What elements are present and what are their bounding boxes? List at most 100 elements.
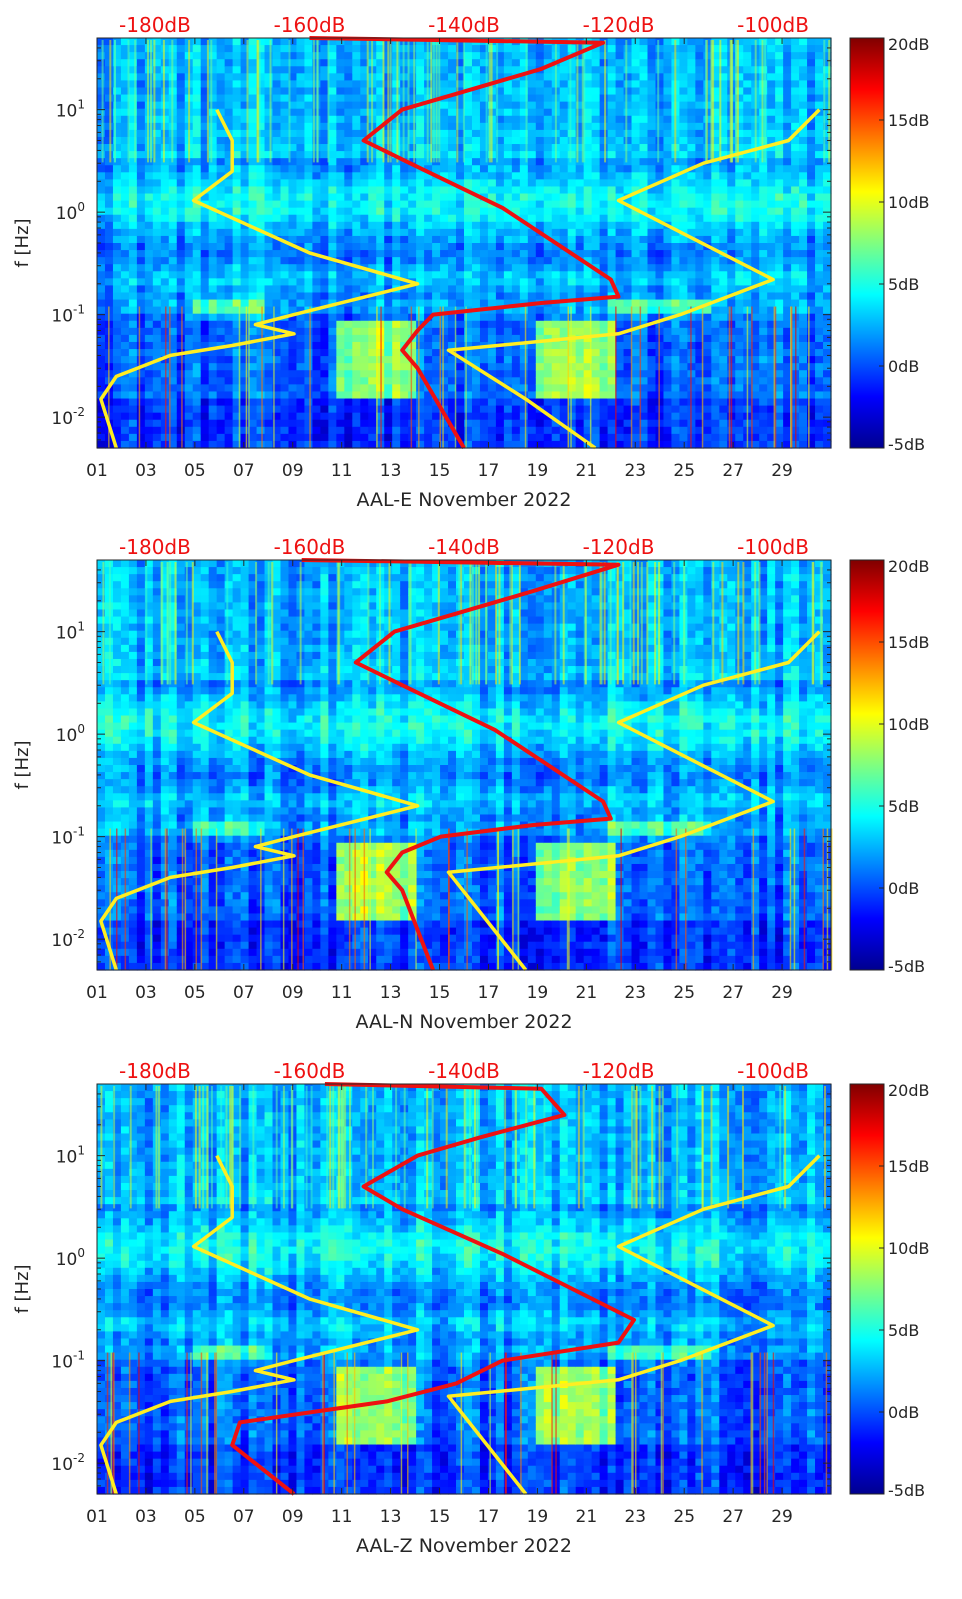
heatmap-cell	[575, 313, 585, 322]
heatmap-cell	[288, 59, 298, 67]
heatmap-cell	[184, 250, 194, 258]
heatmap-cell	[368, 320, 377, 329]
heatmap-cell	[272, 144, 282, 152]
heatmap-cell	[559, 87, 569, 96]
heatmap-cell	[623, 52, 633, 60]
heatmap-cell	[120, 285, 130, 294]
heatmap-cell	[535, 108, 545, 117]
heatmap-cell	[208, 108, 218, 117]
heatmap-cell	[200, 278, 210, 287]
heatmap-cell	[519, 207, 529, 216]
heatmap-cell	[224, 108, 234, 117]
heatmap-cell	[615, 101, 625, 110]
heatmap-cell	[336, 38, 345, 46]
heatmap-cell	[719, 94, 728, 103]
heatmap-cell	[735, 433, 744, 442]
heatmap-cell	[336, 433, 345, 442]
heatmap-cell	[687, 264, 696, 272]
heatmap-cell	[344, 59, 353, 67]
heatmap-cell	[663, 115, 673, 124]
heatmap-cell	[256, 306, 266, 315]
heatmap-cell	[615, 66, 625, 74]
heatmap-cell	[719, 66, 728, 74]
heatmap-cell	[288, 129, 298, 138]
heatmap-cell	[575, 419, 585, 428]
heatmap-cell	[144, 299, 154, 308]
heatmap-cell	[288, 172, 298, 180]
heatmap-cell	[511, 101, 521, 110]
heatmap-cell	[543, 214, 553, 223]
heatmap-cell	[184, 299, 194, 308]
heatmap-cell	[711, 419, 720, 428]
heatmap-cell	[663, 73, 673, 82]
heatmap-cell	[464, 228, 473, 237]
heatmap-cell	[136, 313, 146, 322]
heatmap-cell	[360, 66, 369, 74]
heatmap-cell	[376, 250, 385, 258]
heatmap-cell	[176, 94, 186, 103]
heatmap-cell	[479, 419, 489, 428]
heatmap-cell	[144, 306, 154, 315]
heatmap-cell	[575, 243, 585, 251]
heatmap-cell	[583, 66, 593, 74]
heatmap-cell	[591, 285, 601, 294]
heatmap-cell	[400, 327, 409, 336]
heatmap-cell	[304, 136, 314, 145]
heatmap-cell	[511, 172, 521, 180]
heatmap-cell	[360, 193, 369, 202]
heatmap-cell	[240, 228, 250, 237]
heatmap-cell	[144, 158, 154, 166]
heatmap-cell	[775, 412, 784, 421]
heatmap-cell	[408, 285, 417, 294]
heatmap-cell	[519, 214, 529, 223]
heatmap-cell	[575, 129, 585, 138]
heatmap-cell	[471, 45, 481, 53]
heatmap-cell	[240, 264, 250, 272]
heatmap-cell	[320, 59, 329, 67]
heatmap-cell	[440, 363, 449, 371]
heatmap-cell	[248, 384, 258, 393]
heatmap-cell	[424, 349, 433, 357]
heatmap-cell	[408, 257, 417, 265]
heatmap-cell	[384, 384, 393, 393]
heatmap-cell	[128, 391, 138, 400]
heatmap-cell	[224, 384, 234, 393]
heatmap-cell	[440, 250, 449, 258]
heatmap-cell	[408, 292, 417, 301]
heatmap-cell	[575, 271, 585, 279]
heatmap-cell	[759, 179, 768, 188]
heatmap-cell	[320, 165, 329, 173]
heatmap-cell	[376, 193, 385, 202]
heatmap-cell	[647, 136, 657, 145]
heatmap-cell	[112, 115, 122, 124]
heatmap-cell	[607, 207, 617, 216]
heatmap-cell	[440, 370, 449, 378]
heatmap-cell	[208, 257, 218, 265]
heatmap-cell	[328, 271, 337, 279]
heatmap-cell	[567, 158, 577, 166]
heatmap-cell	[328, 136, 337, 145]
heatmap-cell	[136, 377, 146, 385]
heatmap-cell	[495, 320, 505, 329]
heatmap-cell	[663, 285, 673, 294]
heatmap-cell	[631, 285, 641, 294]
heatmap-cell	[751, 172, 760, 180]
heatmap-cell	[775, 214, 784, 223]
heatmap-cell	[440, 243, 449, 251]
heatmap-cell	[695, 172, 704, 180]
heatmap-cell	[671, 377, 681, 385]
heatmap-cell	[216, 179, 226, 188]
heatmap-cell	[711, 433, 720, 442]
heatmap-cell	[144, 377, 154, 385]
heatmap-cell	[543, 433, 553, 442]
heatmap-cell	[735, 264, 744, 272]
heatmap-cell	[783, 38, 792, 46]
heatmap-cell	[320, 235, 329, 244]
heatmap-cell	[336, 228, 345, 237]
heatmap-cell	[527, 87, 537, 96]
heatmap-cell	[767, 80, 776, 89]
heatmap-cell	[655, 207, 665, 216]
heatmap-cell	[527, 384, 537, 393]
heatmap-cell	[328, 186, 337, 195]
heatmap-cell	[591, 356, 601, 364]
